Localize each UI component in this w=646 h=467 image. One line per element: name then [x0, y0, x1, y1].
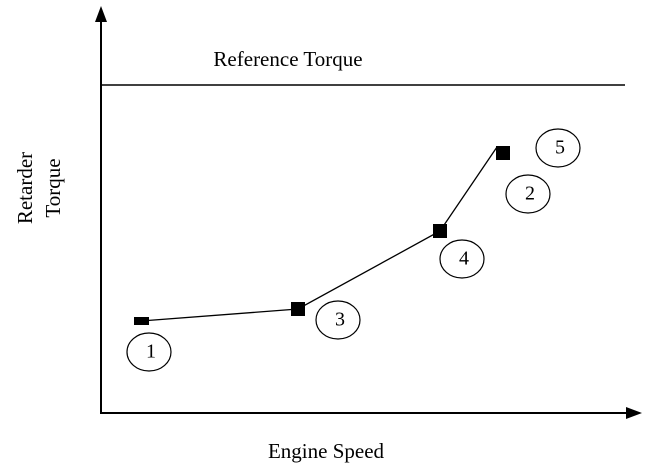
callout-circle — [535, 128, 581, 168]
callout-circle — [126, 332, 172, 372]
callout-label: 2 — [525, 183, 535, 205]
point-marker — [496, 146, 510, 160]
point-marker — [134, 317, 149, 325]
callout-label: 5 — [555, 137, 565, 159]
y-axis-label: Retarder — [13, 152, 37, 224]
reference-label: Reference Torque — [213, 47, 362, 71]
point-marker — [433, 224, 447, 238]
x-axis-label: Engine Speed — [268, 439, 385, 463]
callout-circle — [505, 174, 551, 214]
callout-circle — [439, 239, 485, 279]
point-marker — [291, 302, 305, 316]
x-arrow — [626, 407, 642, 419]
curve — [140, 146, 498, 322]
callout-label: 4 — [459, 248, 469, 270]
y-axis-label: Torque — [41, 158, 65, 217]
y-arrow — [95, 6, 107, 22]
callout-circle — [315, 300, 361, 340]
callout-label: 3 — [335, 309, 345, 331]
callout-label: 1 — [146, 341, 156, 363]
